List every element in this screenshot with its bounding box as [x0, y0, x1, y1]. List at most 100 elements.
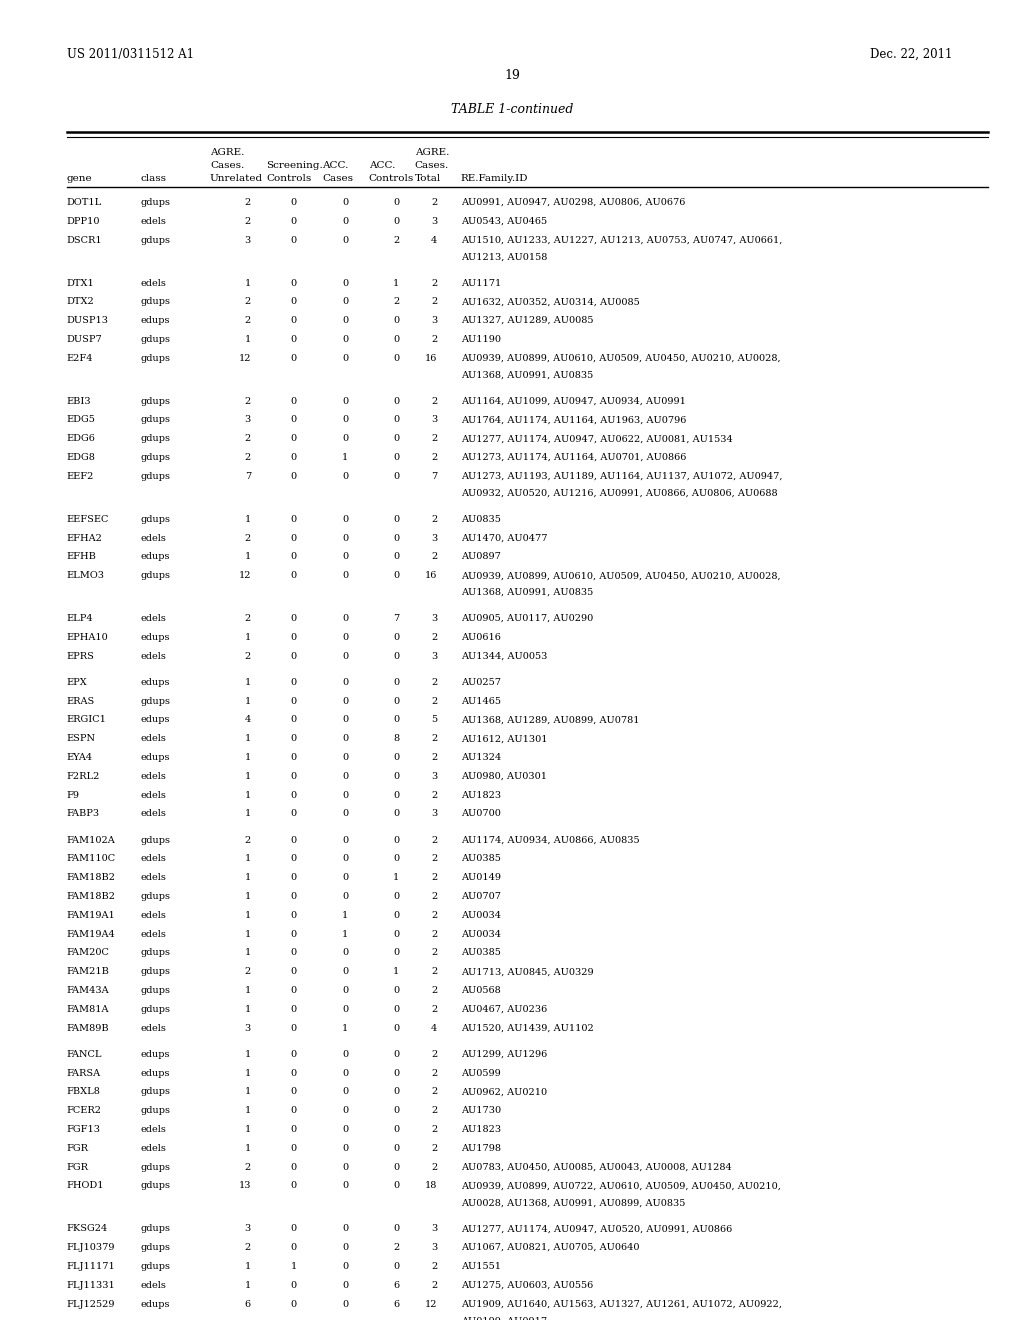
Text: AU0543, AU0465: AU0543, AU0465: [461, 216, 547, 226]
Text: 2: 2: [431, 1125, 437, 1134]
Text: EEF2: EEF2: [67, 471, 94, 480]
Text: 3: 3: [431, 216, 437, 226]
Text: EEFSEC: EEFSEC: [67, 515, 109, 524]
Text: 0: 0: [342, 873, 348, 882]
Text: FAM81A: FAM81A: [67, 1005, 110, 1014]
Text: 3: 3: [431, 416, 437, 425]
Text: ACC.: ACC.: [323, 161, 349, 170]
Text: US 2011/0311512 A1: US 2011/0311512 A1: [67, 48, 194, 61]
Text: 0: 0: [342, 354, 348, 363]
Text: AU1470, AU0477: AU1470, AU0477: [461, 533, 547, 543]
Text: 1: 1: [342, 911, 348, 920]
Text: AU1190: AU1190: [461, 335, 501, 345]
Text: 12: 12: [425, 1299, 437, 1308]
Text: 0: 0: [291, 697, 297, 706]
Text: EDG6: EDG6: [67, 434, 95, 444]
Text: 0: 0: [393, 715, 399, 725]
Text: 2: 2: [431, 297, 437, 306]
Text: FAM19A1: FAM19A1: [67, 911, 116, 920]
Text: 2: 2: [431, 791, 437, 800]
Text: 2: 2: [431, 752, 437, 762]
Text: 0: 0: [291, 279, 297, 288]
Text: 2: 2: [245, 453, 251, 462]
Text: 3: 3: [245, 1224, 251, 1233]
Text: FAM89B: FAM89B: [67, 1023, 110, 1032]
Text: edels: edels: [140, 929, 166, 939]
Text: ELMO3: ELMO3: [67, 572, 104, 581]
Text: EBI3: EBI3: [67, 396, 91, 405]
Text: edups: edups: [140, 315, 170, 325]
Text: AU0905, AU0117, AU0290: AU0905, AU0117, AU0290: [461, 614, 593, 623]
Text: 3: 3: [431, 315, 437, 325]
Text: 3: 3: [245, 1023, 251, 1032]
Text: Controls: Controls: [369, 174, 414, 183]
Text: 0: 0: [342, 1163, 348, 1172]
Text: 0: 0: [291, 533, 297, 543]
Text: 0: 0: [291, 471, 297, 480]
Text: AU1465: AU1465: [461, 697, 501, 706]
Text: 0: 0: [291, 515, 297, 524]
Text: 0: 0: [291, 335, 297, 345]
Text: FAM18B2: FAM18B2: [67, 873, 116, 882]
Text: 0: 0: [291, 734, 297, 743]
Text: EYA4: EYA4: [67, 752, 93, 762]
Text: EFHA2: EFHA2: [67, 533, 102, 543]
Text: 0: 0: [342, 533, 348, 543]
Text: 0: 0: [291, 791, 297, 800]
Text: gdups: gdups: [140, 1181, 170, 1191]
Text: 0: 0: [342, 614, 348, 623]
Text: 2: 2: [431, 911, 437, 920]
Text: AU1275, AU0603, AU0556: AU1275, AU0603, AU0556: [461, 1280, 593, 1290]
Text: 1: 1: [245, 1088, 251, 1097]
Text: EDG8: EDG8: [67, 453, 95, 462]
Text: edups: edups: [140, 1049, 170, 1059]
Text: 3: 3: [431, 533, 437, 543]
Text: 0: 0: [342, 1181, 348, 1191]
Text: 1: 1: [245, 948, 251, 957]
Text: 7: 7: [393, 614, 399, 623]
Text: 0: 0: [342, 1224, 348, 1233]
Text: 1: 1: [245, 791, 251, 800]
Text: 2: 2: [431, 1143, 437, 1152]
Text: 0: 0: [291, 854, 297, 863]
Text: 0: 0: [342, 1143, 348, 1152]
Text: 2: 2: [393, 297, 399, 306]
Text: 3: 3: [431, 614, 437, 623]
Text: FARSA: FARSA: [67, 1068, 100, 1077]
Text: DOT1L: DOT1L: [67, 198, 101, 207]
Text: 2: 2: [245, 1243, 251, 1253]
Text: AU0932, AU0520, AU1216, AU0991, AU0866, AU0806, AU0688: AU0932, AU0520, AU1216, AU0991, AU0866, …: [461, 488, 777, 498]
Text: 0: 0: [342, 471, 348, 480]
Text: 1: 1: [393, 279, 399, 288]
Text: 0: 0: [393, 1049, 399, 1059]
Text: 0: 0: [342, 1243, 348, 1253]
Text: FBXL8: FBXL8: [67, 1088, 100, 1097]
Text: 1: 1: [342, 453, 348, 462]
Text: 0: 0: [291, 1068, 297, 1077]
Text: AU1277, AU1174, AU0947, AU0520, AU0991, AU0866: AU1277, AU1174, AU0947, AU0520, AU0991, …: [461, 1224, 732, 1233]
Text: 2: 2: [431, 1049, 437, 1059]
Text: 0: 0: [342, 1280, 348, 1290]
Text: 0: 0: [393, 1023, 399, 1032]
Text: 0: 0: [342, 279, 348, 288]
Text: 0: 0: [393, 809, 399, 818]
Text: 0: 0: [291, 715, 297, 725]
Text: DUSP13: DUSP13: [67, 315, 109, 325]
Text: AU0034: AU0034: [461, 929, 501, 939]
Text: AU1368, AU0991, AU0835: AU1368, AU0991, AU0835: [461, 371, 593, 380]
Text: 0: 0: [291, 297, 297, 306]
Text: 0: 0: [393, 335, 399, 345]
Text: 0: 0: [393, 1106, 399, 1115]
Text: AU0707: AU0707: [461, 892, 501, 902]
Text: edels: edels: [140, 854, 166, 863]
Text: 0: 0: [393, 1088, 399, 1097]
Text: 2: 2: [431, 734, 437, 743]
Text: Cases.: Cases.: [210, 161, 244, 170]
Text: AU0939, AU0899, AU0722, AU0610, AU0509, AU0450, AU0210,: AU0939, AU0899, AU0722, AU0610, AU0509, …: [461, 1181, 780, 1191]
Text: AU0034: AU0034: [461, 911, 501, 920]
Text: 0: 0: [291, 572, 297, 581]
Text: edels: edels: [140, 809, 166, 818]
Text: 1: 1: [245, 892, 251, 902]
Text: ERAS: ERAS: [67, 697, 95, 706]
Text: AU1174, AU0934, AU0866, AU0835: AU1174, AU0934, AU0866, AU0835: [461, 836, 639, 845]
